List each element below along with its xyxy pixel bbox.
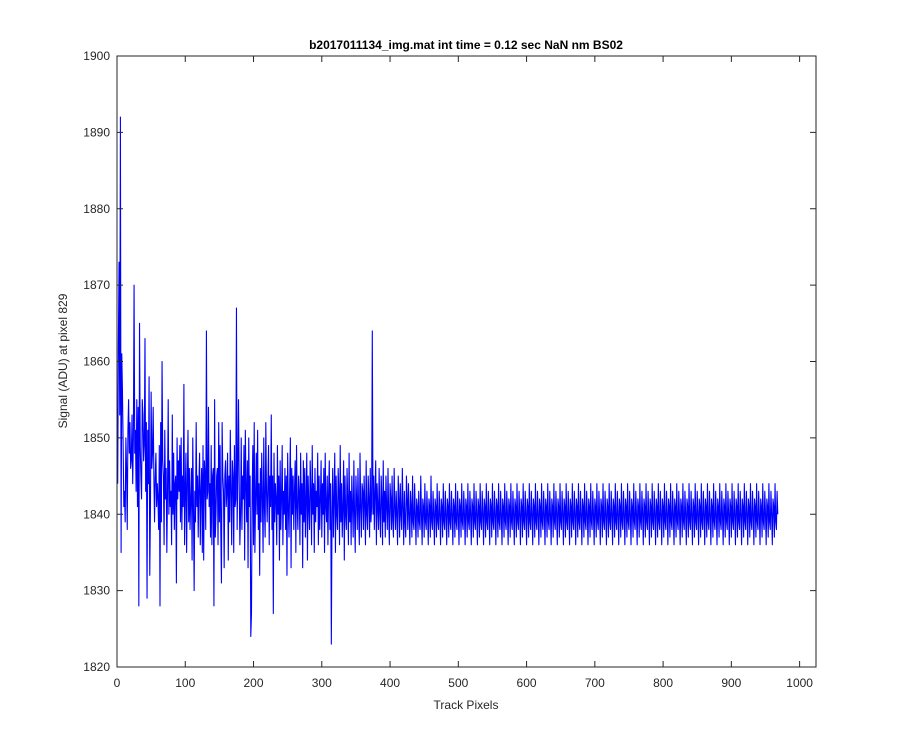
y-tick-label: 1820 (83, 660, 110, 674)
x-tick-label: 600 (517, 676, 537, 690)
x-tick-label: 200 (244, 676, 264, 690)
series-layer (117, 116, 779, 645)
chart-title: b2017011134_img.mat int time = 0.12 sec … (309, 38, 623, 52)
y-tick-label: 1850 (83, 431, 110, 445)
y-tick-label: 1870 (83, 278, 110, 292)
x-axis-label: Track Pixels (434, 698, 499, 712)
y-tick-label: 1840 (83, 507, 110, 521)
x-tick-label: 300 (312, 676, 332, 690)
x-tick-label: 400 (380, 676, 400, 690)
x-tick-label: 500 (448, 676, 468, 690)
x-tick-label: 100 (175, 676, 195, 690)
x-tick-label: 700 (585, 676, 605, 690)
y-tick-label: 1860 (83, 355, 110, 369)
x-tick-label: 0 (114, 676, 121, 690)
y-axis-label: Signal (ADU) at pixel 829 (56, 293, 70, 428)
y-axis-ticks: 1820 1830 1840 1850 1860 1870 1880 1890 1900 (83, 49, 816, 674)
plot-area (117, 56, 816, 667)
series-line (117, 116, 779, 645)
y-tick-label: 1830 (83, 584, 110, 598)
y-tick-label: 1890 (83, 125, 110, 139)
x-tick-label: 900 (721, 676, 741, 690)
x-tick-label: 800 (653, 676, 673, 690)
y-tick-label: 1880 (83, 202, 110, 216)
x-tick-label: 1000 (786, 676, 813, 690)
x-axis-ticks: 0 100 200 300 400 500 600 700 800 900 1000 (114, 56, 813, 690)
y-tick-label: 1900 (83, 49, 110, 63)
